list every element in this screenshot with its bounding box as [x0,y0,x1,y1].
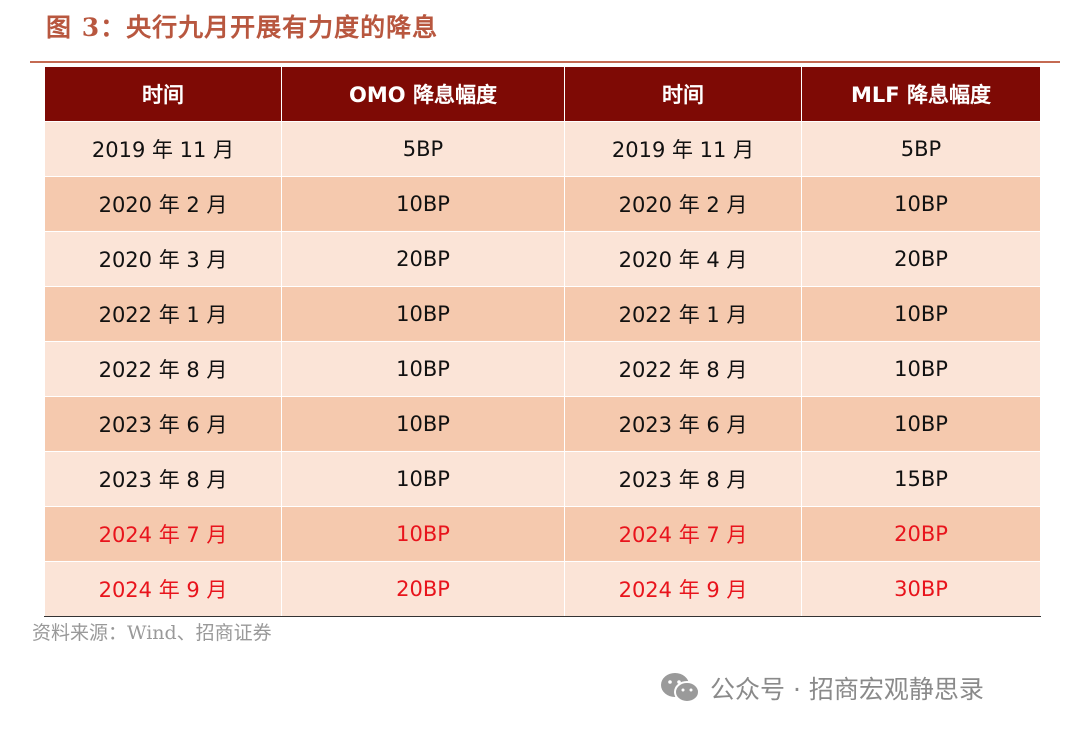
table-cell: 20BP [281,231,565,287]
table-cell: 10BP [281,176,565,232]
column-header: 时间 [564,66,802,122]
table-cell: 2020 年 4 月 [564,231,802,287]
table-cell: 5BP [801,121,1041,177]
title: 图 3：央行九月开展有力度的降息 [46,13,439,42]
table-cell: 2019 年 11 月 [564,121,802,177]
table-cell: 20BP [801,506,1041,562]
table-cell: 10BP [801,396,1041,452]
table-cell: 2022 年 8 月 [44,341,282,397]
table-cell: 10BP [801,176,1041,232]
table-cell: 30BP [801,561,1041,617]
table-row: 2023 年 8 月 10BP 2023 年 8 月 15BP [44,451,1041,507]
table-row: 2019 年 11 月 5BP 2019 年 11 月 5BP [44,121,1041,177]
column-header: MLF 降息幅度 [801,66,1041,122]
table: 时间 OMO 降息幅度 时间 MLF 降息幅度 2019 年 11 月 5BP 2019 … [44,66,1041,617]
table-row: 2024 年 9 月 20BP 2024 年 9 月 30BP [44,561,1041,617]
wechat-icon [661,673,700,703]
column-header: OMO 降息幅度 [281,66,565,122]
table-row: 2020 年 3 月 20BP 2020 年 4 月 20BP [44,231,1041,287]
title-rule [30,61,1060,63]
table-cell: 2023 年 6 月 [44,396,282,452]
table-cell: 10BP [801,341,1041,397]
table-cell: 2023 年 8 月 [564,451,802,507]
table-cell: 2024 年 7 月 [564,506,802,562]
table-row: 2024 年 7 月 10BP 2024 年 7 月 20BP [44,506,1041,562]
table-cell: 5BP [281,121,565,177]
table-cell: 2024 年 9 月 [44,561,282,617]
watermark: 公众号 · 招商宏观静思录 [660,670,984,706]
table-cell: 20BP [281,561,565,617]
table-body: 2019 年 11 月 5BP 2019 年 11 月 5BP 2020 年 2 月 10… [44,121,1041,617]
table-cell: 10BP [281,341,565,397]
table-cell: 10BP [281,286,565,342]
table-cell: 2020 年 2 月 [44,176,282,232]
table-row: 2020 年 2 月 10BP 2020 年 2 月 10BP [44,176,1041,232]
table-cell: 20BP [801,231,1041,287]
header-row: 时间 OMO 降息幅度 时间 MLF 降息幅度 [44,66,1041,122]
table-cell: 10BP [281,506,565,562]
table-cell: 10BP [801,286,1041,342]
table-cell: 2022 年 8 月 [564,341,802,397]
table-cell: 10BP [281,451,565,507]
table-cell: 15BP [801,451,1041,507]
table-cell: 2023 年 8 月 [44,451,282,507]
watermark-text: 公众号 · 招商宏观静思录 [710,675,984,704]
table-cell: 2024 年 9 月 [564,561,802,617]
table-row: 2022 年 1 月 10BP 2022 年 1 月 10BP [44,286,1041,342]
table-cell: 2020 年 3 月 [44,231,282,287]
table-cell: 2022 年 1 月 [44,286,282,342]
table-cell: 2024 年 7 月 [44,506,282,562]
table-cell: 2022 年 1 月 [564,286,802,342]
table-cell: 2023 年 6 月 [564,396,802,452]
table-row: 2022 年 8 月 10BP 2022 年 8 月 10BP [44,341,1041,397]
table-cell: 2019 年 11 月 [44,121,282,177]
column-header: 时间 [44,66,282,122]
table-cell: 2020 年 2 月 [564,176,802,232]
table-cell: 10BP [281,396,565,452]
table-row: 2023 年 6 月 10BP 2023 年 6 月 10BP [44,396,1041,452]
source: 资料来源：Wind、招商证券 [32,622,272,644]
